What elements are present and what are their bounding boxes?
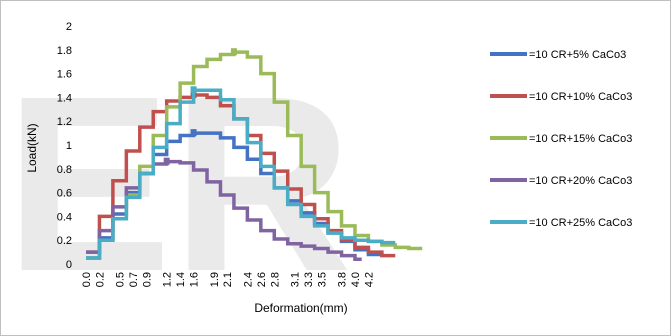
y-axis-title: Load(kN) bbox=[25, 123, 39, 172]
y-tick-label: 0.6 bbox=[57, 188, 72, 200]
legend: =10 CR+5% CaCo3 =10 CR+10% CaCo3 =10 CR+15… bbox=[490, 49, 632, 229]
x-axis-ticks: 0.0 0.2 0.5 0.7 0.9 1.2 1.4 1.6 1.9 2.1 2.4 2.6 2.8 3… bbox=[81, 272, 375, 287]
x-tick-label: 0.9 bbox=[142, 272, 154, 287]
x-tick-label: 4.2 bbox=[363, 272, 375, 287]
x-tick-label: 1.6 bbox=[189, 272, 201, 287]
x-tick-label: 0.2 bbox=[94, 272, 106, 287]
y-tick-label: 1.6 bbox=[57, 69, 72, 81]
x-tick-label: 0.7 bbox=[128, 272, 140, 287]
y-axis-ticks: 0 0.2 0.4 0.6 0.8 1 1.2 1.4 1.6 1.8 2 bbox=[57, 21, 72, 271]
series-peak-marker-1 bbox=[190, 129, 197, 137]
x-tick-label: 4.0 bbox=[350, 272, 362, 287]
series-line-5 bbox=[86, 88, 396, 260]
y-tick-label: 1.8 bbox=[57, 45, 72, 57]
series-peak-marker-5 bbox=[190, 86, 197, 94]
x-tick-label: 3.8 bbox=[337, 272, 349, 287]
legend-label-3: =10 CR+15% CaCo3 bbox=[529, 133, 632, 145]
x-tick-label: 2.1 bbox=[222, 272, 234, 287]
y-tick-label: 2 bbox=[66, 21, 72, 33]
y-tick-label: 1 bbox=[66, 140, 72, 152]
y-tick-label: 1.4 bbox=[57, 92, 72, 104]
series-peak-marker-4 bbox=[163, 157, 170, 165]
x-tick-label: 1.2 bbox=[162, 272, 174, 287]
legend-label-4: =10 CR+20% CaCo3 bbox=[529, 175, 632, 187]
legend-label-2: =10 CR+10% CaCo3 bbox=[529, 91, 632, 103]
y-tick-label: 0.4 bbox=[57, 211, 72, 223]
y-tick-label: 0.8 bbox=[57, 164, 72, 176]
y-tick-label: 0.2 bbox=[57, 235, 72, 247]
legend-label-5: =10 CR+25% CaCo3 bbox=[529, 217, 632, 229]
x-tick-label: 2.8 bbox=[269, 272, 281, 287]
x-tick-label: 3.1 bbox=[289, 272, 301, 287]
series-line-4 bbox=[86, 159, 362, 261]
x-axis-title: Deformation(mm) bbox=[254, 301, 347, 315]
x-tick-label: 0.0 bbox=[81, 272, 93, 287]
x-tick-label: 3.3 bbox=[303, 272, 315, 287]
plot-area bbox=[86, 48, 423, 261]
x-tick-label: 1.9 bbox=[209, 272, 221, 287]
y-tick-label: 1.2 bbox=[57, 116, 72, 128]
x-tick-label: 0.5 bbox=[115, 272, 127, 287]
x-tick-label: 3.5 bbox=[316, 272, 328, 287]
x-tick-label: 2.4 bbox=[242, 272, 254, 287]
series-peak-marker-3 bbox=[230, 48, 237, 56]
y-tick-label: 0 bbox=[66, 259, 72, 271]
x-tick-label: 2.6 bbox=[256, 272, 268, 287]
legend-label-1: =10 CR+5% CaCo3 bbox=[529, 49, 626, 61]
x-tick-label: 1.4 bbox=[175, 272, 187, 287]
series-line-3 bbox=[86, 50, 423, 260]
